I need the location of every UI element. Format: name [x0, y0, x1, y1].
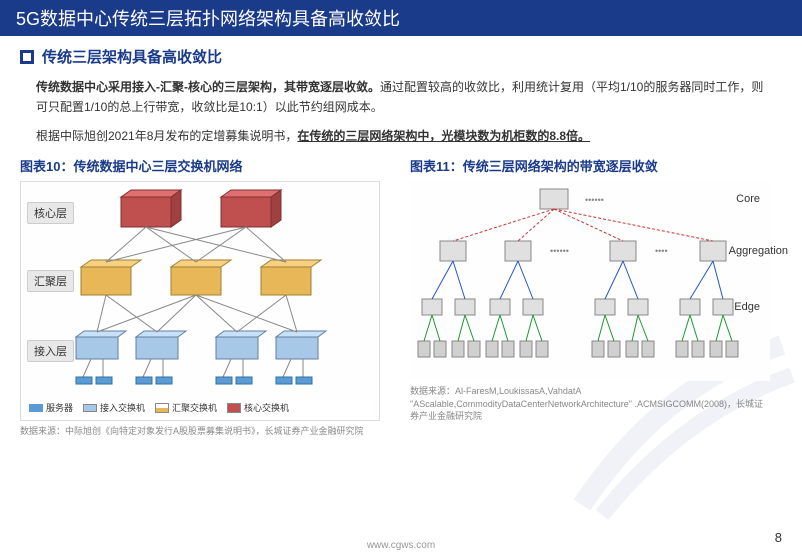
page-number: 8 — [775, 530, 782, 545]
fig10-legend: 服务器 接入交换机 汇聚交换机 核心交换机 — [27, 399, 373, 416]
fig10-svg — [21, 182, 381, 422]
subtitle-text: 传统三层架构具备高收敛比 — [42, 46, 222, 67]
label-access: 接入层 — [27, 340, 74, 362]
legend-core: 核心交换机 — [227, 401, 289, 414]
para2-underline: 在传统的三层网络架构中，光模块数为机柜数的8.8倍。 — [297, 129, 590, 143]
para1-bold: 传统数据中心采用接入-汇聚-核心的三层架构，其带宽逐层收敛。 — [36, 80, 380, 94]
fig11-canvas: •••••• •••••• •••• — [410, 181, 770, 381]
slide-title: 5G数据中心传统三层拓扑网络架构具备高收敛比 — [16, 5, 400, 31]
bullet-icon — [20, 50, 34, 64]
label-agg: 汇聚层 — [27, 270, 74, 292]
fig11-source: 数据来源：Al-FaresM,LoukissasA,VahdatA "AScal… — [410, 385, 770, 423]
fig11-svg: •••••• •••••• •••• — [410, 181, 770, 381]
label-r-agg: Aggregation — [729, 245, 788, 257]
fig11-title: 图表11：传统三层网络架构的带宽逐层收敛 — [410, 156, 782, 175]
figures-row: 图表10：传统数据中心三层交换机网络 — [0, 150, 802, 438]
paragraph-1: 传统数据中心采用接入-汇聚-核心的三层架构，其带宽逐层收敛。通过配置较高的收敛比… — [0, 73, 802, 122]
footer-url: www.cgws.com — [0, 540, 802, 551]
label-r-core: Core — [736, 193, 760, 205]
svg-text:••••••: •••••• — [585, 195, 604, 205]
svg-text:••••: •••• — [655, 246, 668, 256]
fig10-source: 数据来源：中际旭创《向特定对象发行A股股票募集说明书》，长城证券产业金融研究院 — [20, 425, 380, 438]
para2-pre: 根据中际旭创2021年8月发布的定增募集说明书， — [36, 129, 297, 143]
fig10-title: 图表10：传统数据中心三层交换机网络 — [20, 156, 392, 175]
legend-agg: 汇聚交换机 — [155, 401, 217, 414]
label-r-edge: Edge — [734, 301, 760, 313]
slide-header: 5G数据中心传统三层拓扑网络架构具备高收敛比 — [0, 0, 802, 36]
fig10-canvas: 核心层 汇聚层 接入层 服务器 接入交换机 汇聚交换机 核心交换机 — [20, 181, 380, 421]
svg-text:••••••: •••••• — [550, 246, 569, 256]
legend-server: 服务器 — [29, 401, 73, 414]
legend-access: 接入交换机 — [83, 401, 145, 414]
figure-11: 图表11：传统三层网络架构的带宽逐层收敛 •••••• •••••• •••• — [410, 156, 782, 438]
label-core: 核心层 — [27, 202, 74, 224]
paragraph-2: 根据中际旭创2021年8月发布的定增募集说明书，在传统的三层网络架构中，光模块数… — [0, 122, 802, 150]
figure-10: 图表10：传统数据中心三层交换机网络 — [20, 156, 392, 438]
subtitle-row: 传统三层架构具备高收敛比 — [0, 36, 802, 73]
